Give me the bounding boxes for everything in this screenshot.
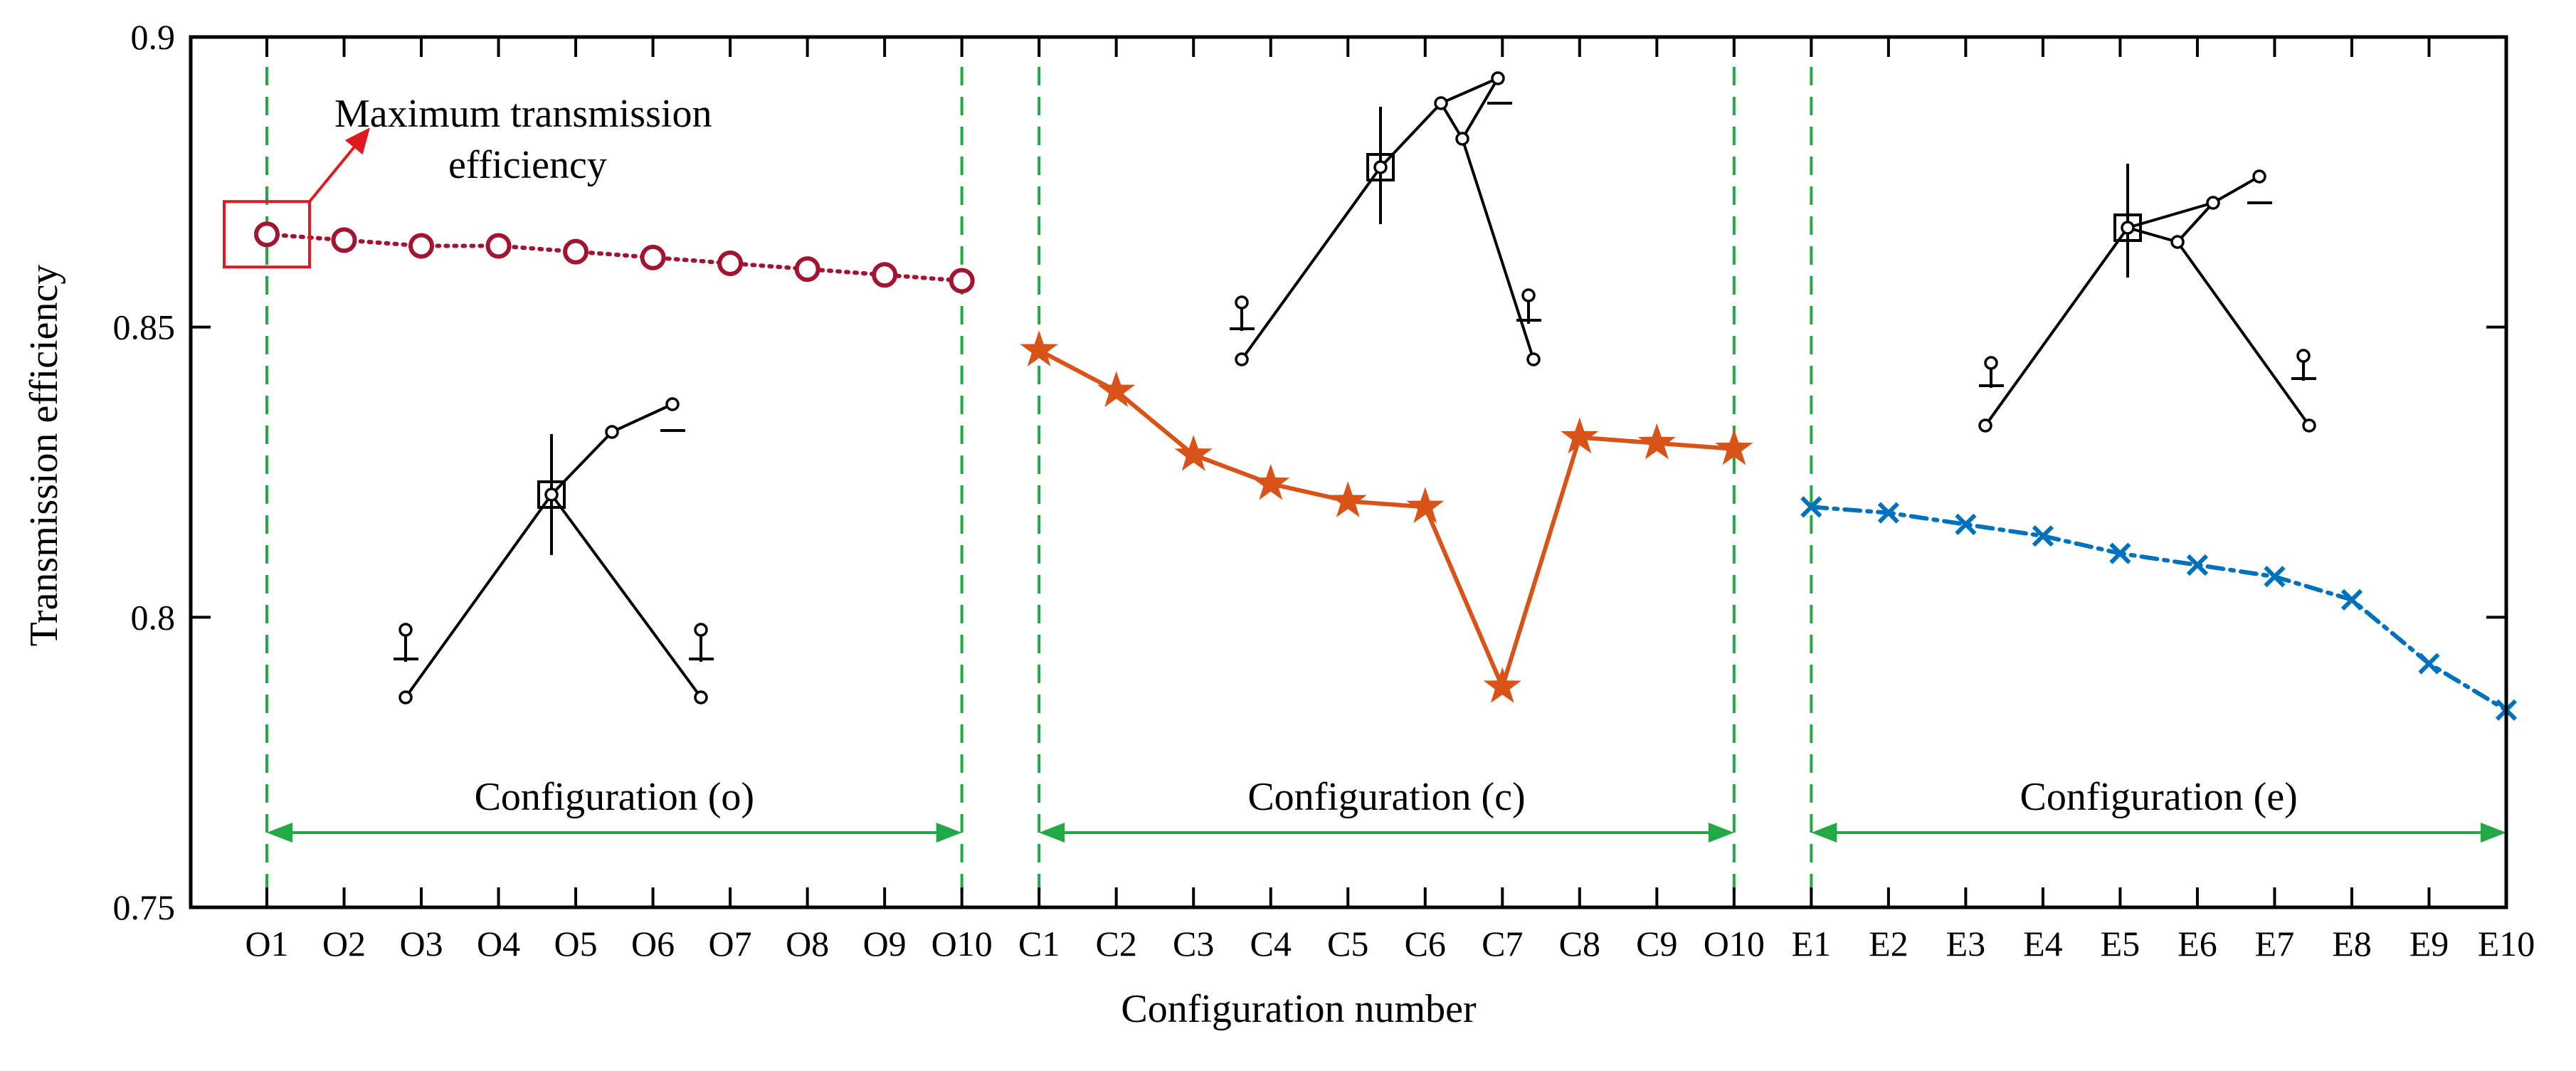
- annotation-text-line2: efficiency: [448, 143, 607, 187]
- x-tick-label: O10: [931, 924, 993, 964]
- data-point: [2109, 542, 2131, 564]
- x-tick-label: O6: [631, 924, 675, 964]
- x-tick-label: E10: [2478, 924, 2535, 964]
- data-point: [640, 244, 666, 270]
- mechanism-diagram-e: [1978, 164, 2316, 433]
- data-point: [485, 233, 512, 259]
- x-tick-label: C4: [1250, 924, 1292, 964]
- mechanism-diagram-c: [1230, 71, 1541, 366]
- data-point: [794, 256, 820, 283]
- group-ranges: Configuration (o) Configuration (c) Config…: [267, 775, 2506, 843]
- data-point: [2264, 566, 2286, 588]
- range-arrow-right-icon: [1708, 823, 1734, 843]
- range-arrow-right-icon: [2481, 823, 2506, 843]
- x-tick-label: C8: [1559, 924, 1600, 964]
- y-tick-label: 0.85: [113, 307, 176, 347]
- x-tick-label: O7: [709, 924, 752, 964]
- series-star: [1020, 330, 1753, 703]
- axes: O1 O2 O3 O4 O5 O6 O7 O8 O9 O10 C1 C2 C3 C4 C5 C6 C7 C8 C9 O…: [113, 17, 2535, 964]
- x-tick-label: C1: [1018, 924, 1060, 964]
- x-tick-label: O2: [322, 924, 366, 964]
- range-arrow-left-icon: [1811, 823, 1837, 843]
- x-tick-label: O5: [554, 924, 598, 964]
- data-point: [1637, 423, 1676, 460]
- x-tick-label: C2: [1096, 924, 1137, 964]
- x-tick-label: O4: [477, 924, 520, 964]
- x-tick-label: E7: [2255, 924, 2295, 964]
- annotation: Maximum transmission efficiency: [223, 92, 712, 269]
- mechanism-diagram-o: [394, 397, 714, 705]
- data-point: [2032, 525, 2054, 547]
- series-line: [265, 232, 964, 283]
- data-point: [1877, 502, 1899, 524]
- x-tick-label: O9: [863, 924, 907, 964]
- range-label: Configuration (o): [475, 775, 754, 819]
- data-point: [949, 268, 975, 294]
- data-point: [563, 238, 589, 265]
- series-line: [1809, 505, 2508, 712]
- data-point: [717, 250, 744, 276]
- series-x: [1800, 496, 2518, 721]
- data-point: [1955, 513, 1977, 536]
- data-point: [2186, 554, 2209, 576]
- data-point: [1561, 417, 1599, 454]
- range-arrow-left-icon: [1039, 823, 1065, 843]
- data-point: [1097, 371, 1136, 407]
- y-tick-label: 0.8: [131, 597, 176, 637]
- data-point: [2340, 589, 2363, 611]
- range-label: Configuration (e): [2020, 775, 2298, 819]
- annotation-box: [223, 200, 311, 269]
- y-tick-label: 0.75: [113, 887, 176, 927]
- y-tick-label: 0.9: [131, 17, 176, 57]
- group-dividers: [265, 37, 1813, 907]
- range-label: Configuration (c): [1247, 775, 1525, 819]
- x-tick-label: O3: [399, 924, 443, 964]
- data-point: [1252, 463, 1290, 500]
- range-arrow-left-icon: [267, 823, 292, 843]
- x-tick-label: O1: [245, 924, 288, 964]
- x-tick-label: C3: [1173, 924, 1214, 964]
- x-tick-label: C6: [1405, 924, 1446, 964]
- x-tick-label: C5: [1327, 924, 1368, 964]
- data-point: [1715, 428, 1753, 465]
- annotation-text-line1: Maximum transmission: [334, 92, 712, 136]
- data-series: [254, 221, 2518, 721]
- data-point: [2418, 653, 2440, 675]
- x-tick-label: C9: [1636, 924, 1677, 964]
- data-point: [1406, 487, 1445, 524]
- y-axis-label: Transmission efficiency: [22, 265, 66, 647]
- x-tick-label: E2: [1869, 924, 1909, 964]
- x-tick-label: O10: [1704, 924, 1765, 964]
- data-point: [408, 233, 435, 259]
- series-circle: [254, 221, 975, 294]
- x-tick-label: C7: [1482, 924, 1523, 964]
- x-tick-label: E5: [2101, 924, 2140, 964]
- x-tick-label: E1: [1792, 924, 1832, 964]
- data-point: [1174, 435, 1213, 471]
- range-arrow-right-icon: [936, 823, 962, 843]
- x-tick-label: E9: [2409, 924, 2449, 964]
- series-line: [1037, 348, 1736, 690]
- x-axis-label: Configuration number: [1121, 987, 1477, 1031]
- data-point: [331, 227, 357, 253]
- x-tick-label: O8: [786, 924, 829, 964]
- annotation-arrow: [308, 137, 363, 203]
- annotation-arrowhead-icon: [344, 127, 370, 155]
- x-tick-label: E4: [2023, 924, 2063, 964]
- data-point: [254, 221, 280, 248]
- x-tick-label: E3: [1946, 924, 1986, 964]
- x-tick-label: E6: [2178, 924, 2217, 964]
- data-point: [872, 262, 898, 288]
- x-tick-label: E8: [2332, 924, 2372, 964]
- data-point: [1800, 496, 1822, 518]
- data-point: [1020, 330, 1058, 366]
- data-point: [1483, 667, 1521, 703]
- data-point: [1329, 481, 1367, 517]
